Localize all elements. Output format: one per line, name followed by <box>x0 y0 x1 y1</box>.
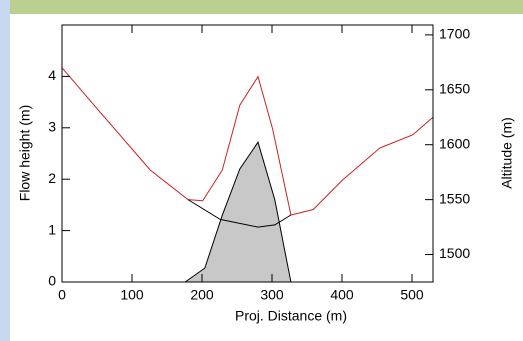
x-tick-label: 100 <box>120 287 144 303</box>
y2-tick-label: 1550 <box>439 190 470 206</box>
y-tick-label: 3 <box>48 119 56 135</box>
x-axis-title: Proj. Distance (m) <box>235 308 347 324</box>
map-strip <box>0 0 523 14</box>
y-axis-title: Flow height (m) <box>17 105 33 201</box>
x-tick-label: 500 <box>400 287 424 303</box>
plot-frame <box>61 24 434 283</box>
y-tick-label: 1 <box>48 221 56 237</box>
side-strip <box>0 0 10 341</box>
y2-tick-label: 1500 <box>439 245 470 261</box>
x-tick-label: 300 <box>260 287 284 303</box>
altitude-line <box>61 67 434 216</box>
y2-axis-title: Altitude (m) <box>499 117 515 189</box>
x-tick-label: 0 <box>58 287 66 303</box>
y2-tick-label: 1650 <box>439 81 470 97</box>
x-tick-label: 400 <box>330 287 354 303</box>
y2-tick-label: 1600 <box>439 135 470 151</box>
y2-tick-label: 1700 <box>439 26 470 42</box>
flow-area <box>183 141 292 283</box>
altitude-line <box>187 199 292 228</box>
y-tick-label: 0 <box>48 273 56 289</box>
y-tick-label: 4 <box>48 67 56 83</box>
y-tick-label: 2 <box>48 170 56 186</box>
x-tick-label: 200 <box>190 287 214 303</box>
